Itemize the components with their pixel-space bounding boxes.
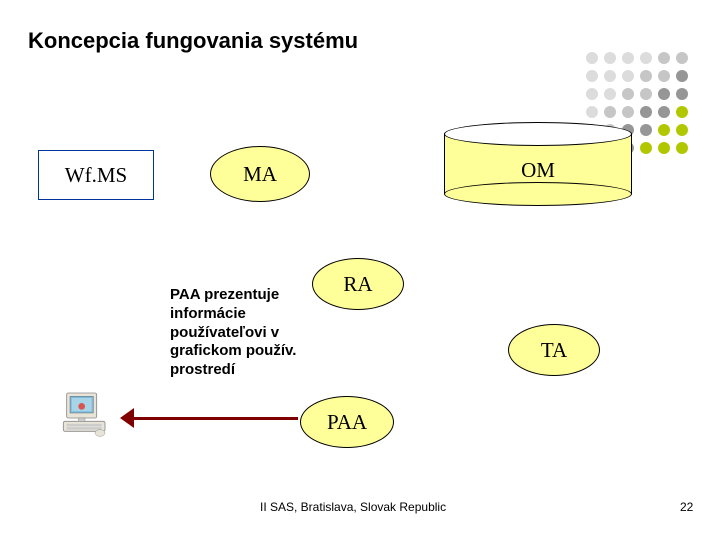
page-number: 22 [680,500,693,514]
grid-dot [622,88,634,100]
grid-dot [622,70,634,82]
cylinder-bottom [444,182,632,206]
grid-dot [640,124,652,136]
grid-dot [640,88,652,100]
grid-dot [604,88,616,100]
grid-dot [604,106,616,118]
grid-dot [640,52,652,64]
node-wfms: Wf.MS [38,150,154,200]
grid-dot [586,88,598,100]
node-paa-label: PAA [327,410,367,435]
node-ta: TA [508,324,600,376]
caption-text: PAA prezentuje informácie používateľovi … [170,286,330,380]
grid-dot [658,88,670,100]
grid-dot [676,142,688,154]
node-ra-label: RA [343,272,372,297]
grid-dot [676,124,688,136]
grid-dot [658,106,670,118]
grid-dot [640,106,652,118]
cylinder-top [444,122,632,146]
node-ma-label: MA [243,162,277,187]
grid-dot [658,124,670,136]
grid-dot [622,106,634,118]
computer-icon [60,388,110,438]
node-wfms-label: Wf.MS [65,163,127,188]
node-ta-label: TA [541,338,567,363]
node-paa: PAA [300,396,394,448]
grid-dot [622,52,634,64]
grid-dot [604,52,616,64]
grid-dot [676,106,688,118]
node-ma: MA [210,146,310,202]
grid-dot [604,70,616,82]
grid-dot [658,142,670,154]
grid-dot [586,106,598,118]
footer-text: II SAS, Bratislava, Slovak Republic [260,500,446,514]
grid-dot [640,142,652,154]
grid-dot [658,70,670,82]
grid-dot [586,70,598,82]
grid-dot [658,52,670,64]
node-om: OM [444,122,632,206]
grid-dot [676,88,688,100]
page-title: Koncepcia fungovania systému [28,28,358,54]
arrow-shaft [130,417,298,420]
grid-dot [676,52,688,64]
grid-dot [676,70,688,82]
grid-dot [586,52,598,64]
arrow-head-icon [120,408,134,428]
grid-dot [640,70,652,82]
node-om-label: OM [444,158,632,183]
